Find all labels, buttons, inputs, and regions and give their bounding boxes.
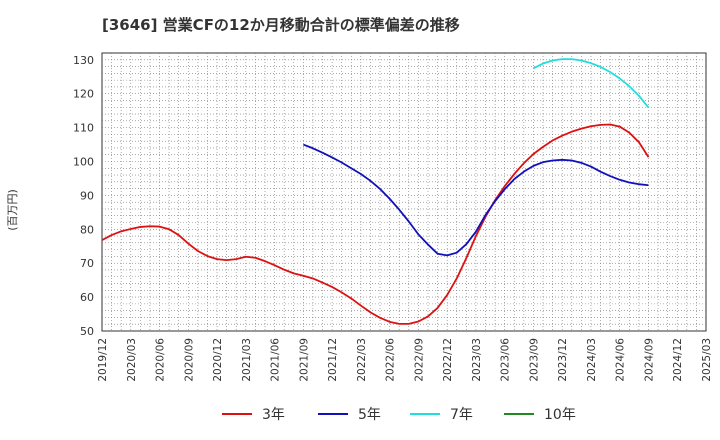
y-tick-label: 100 [73,155,94,168]
x-tick-label: 2021/12 [327,338,339,382]
y-tick-label: 70 [80,257,94,270]
x-tick-label: 2021/06 [270,338,282,382]
y-tick-label: 60 [80,291,94,304]
axes: 50 60 70 80 90 100 110 120 130 2019/12 2020/03 2020… [73,54,713,382]
x-tick-label: 2022/03 [356,338,368,382]
x-tick-label: 2023/03 [471,338,483,382]
series-line-7年 [533,58,650,109]
x-tick-label: 2022/06 [385,338,397,382]
series-line-3年 [101,123,650,325]
x-tick-label: 2023/12 [557,338,569,382]
y-tick-label: 120 [73,88,94,101]
legend: 3年 5年 7年 10年 [222,407,576,423]
x-tick-label: 2021/03 [241,338,253,382]
x-tick-label: 2023/06 [500,338,512,382]
y-axis-label: (百万円) [6,189,19,231]
x-tick-label: 2020/09 [183,338,195,382]
x-tick-label: 2022/09 [413,338,425,382]
y-tick-label: 80 [80,223,94,236]
y-tick-label: 110 [73,122,94,135]
x-tick-label: 2024/12 [672,338,684,382]
x-tick-label: 2020/12 [212,338,224,382]
x-tick-label: 2019/12 [97,338,109,382]
y-tick-label: 50 [80,325,94,338]
y-tick-label: 90 [80,189,94,202]
x-tick-label: 2024/06 [615,338,627,382]
chart-title: [3646] 営業CFの12か月移動合計の標準偏差の推移 [102,16,460,34]
x-tick-label: 2023/09 [528,338,540,382]
plot-frame [101,52,707,332]
y-tick-label: 130 [73,54,94,67]
series-line-5年 [303,143,649,257]
legend-label: 3年 [262,407,285,423]
x-tick-label: 2024/09 [643,338,655,382]
x-tick-label: 2022/12 [442,338,454,382]
legend-label: 5年 [358,407,381,423]
x-tick-label: 2025/03 [701,338,713,382]
x-tick-label: 2020/06 [155,338,167,382]
series-lines [101,58,650,325]
legend-label: 7年 [450,407,473,423]
x-tick-label: 2020/03 [126,338,138,382]
grid [101,52,707,332]
legend-label: 10年 [544,407,576,423]
x-tick-label: 2021/09 [298,338,310,382]
x-tick-label: 2024/03 [586,338,598,382]
